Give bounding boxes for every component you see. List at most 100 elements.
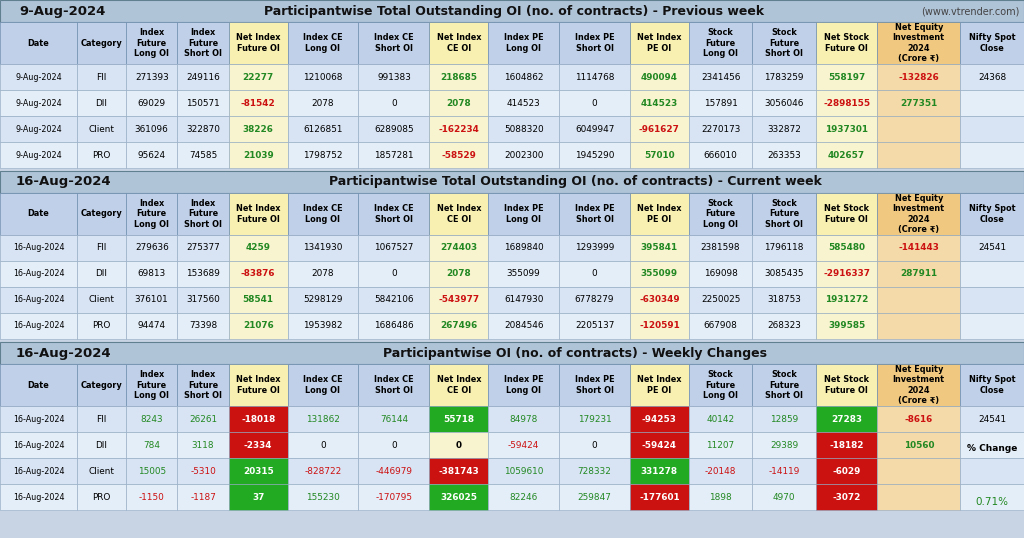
Text: 95624: 95624 <box>137 151 166 159</box>
Bar <box>816 313 878 339</box>
Text: 667908: 667908 <box>703 322 737 330</box>
Text: 728332: 728332 <box>578 466 611 476</box>
Text: Nifty Spot
Close: Nifty Spot Close <box>969 376 1016 395</box>
Text: 9-Aug-2024: 9-Aug-2024 <box>15 73 61 81</box>
Text: 402657: 402657 <box>828 151 865 159</box>
Text: Client: Client <box>88 295 115 305</box>
Bar <box>488 22 559 64</box>
Bar <box>126 142 177 168</box>
Bar <box>0 0 1024 22</box>
Text: 2078: 2078 <box>311 270 334 279</box>
Text: -1150: -1150 <box>139 492 165 501</box>
Bar <box>488 142 559 168</box>
Bar <box>126 287 177 313</box>
Bar <box>878 90 961 116</box>
Bar <box>753 458 816 484</box>
Bar <box>816 116 878 142</box>
Bar <box>878 458 961 484</box>
Text: -6029: -6029 <box>833 466 861 476</box>
Text: Index
Future
Long OI: Index Future Long OI <box>134 370 169 400</box>
Text: 16-Aug-2024: 16-Aug-2024 <box>12 441 65 450</box>
Bar <box>177 22 228 64</box>
Bar <box>488 432 559 458</box>
Bar <box>288 22 358 64</box>
Bar <box>816 235 878 261</box>
Text: 15005: 15005 <box>137 466 166 476</box>
Text: 1210068: 1210068 <box>303 73 343 81</box>
Text: Index CE
Short OI: Index CE Short OI <box>374 376 414 395</box>
Text: (www.vtrender.com): (www.vtrender.com) <box>922 6 1020 16</box>
Text: 131862: 131862 <box>306 414 340 423</box>
Text: 1798752: 1798752 <box>303 151 343 159</box>
Bar <box>878 116 961 142</box>
Text: Index
Future
Short OI: Index Future Short OI <box>184 28 222 58</box>
Bar <box>689 313 753 339</box>
Bar <box>816 432 878 458</box>
Bar <box>228 235 288 261</box>
Text: -83876: -83876 <box>241 270 275 279</box>
Text: Net Index
CE OI: Net Index CE OI <box>436 376 481 395</box>
Bar <box>753 287 816 313</box>
Text: 558197: 558197 <box>828 73 865 81</box>
Text: 5088320: 5088320 <box>504 124 544 133</box>
Text: Stock
Future
Short OI: Stock Future Short OI <box>765 199 803 229</box>
Text: 275377: 275377 <box>186 244 220 252</box>
Bar <box>689 406 753 432</box>
Text: Index CE
Short OI: Index CE Short OI <box>374 33 414 53</box>
Bar <box>630 142 689 168</box>
Bar <box>429 261 488 287</box>
Text: -162234: -162234 <box>438 124 479 133</box>
Bar <box>816 484 878 510</box>
Text: 2002300: 2002300 <box>504 151 544 159</box>
Text: 6289085: 6289085 <box>374 124 414 133</box>
Text: 74585: 74585 <box>189 151 217 159</box>
Text: 9-Aug-2024: 9-Aug-2024 <box>15 98 61 108</box>
Bar <box>358 22 429 64</box>
Text: 322870: 322870 <box>186 124 220 133</box>
Bar <box>126 116 177 142</box>
Bar <box>126 313 177 339</box>
Bar <box>228 142 288 168</box>
Text: -961627: -961627 <box>639 124 680 133</box>
Bar <box>630 484 689 510</box>
Text: 0: 0 <box>592 441 597 450</box>
Text: Index
Future
Long OI: Index Future Long OI <box>134 199 169 229</box>
Text: -14119: -14119 <box>769 466 800 476</box>
Bar <box>488 193 559 235</box>
Text: 3056046: 3056046 <box>765 98 804 108</box>
Bar <box>429 406 488 432</box>
Bar <box>228 90 288 116</box>
Bar <box>559 432 630 458</box>
Text: 0: 0 <box>321 441 326 450</box>
Text: Index PE
Long OI: Index PE Long OI <box>504 204 544 224</box>
Text: Stock
Future
Long OI: Stock Future Long OI <box>703 199 738 229</box>
Bar <box>559 458 630 484</box>
Text: 0.71%: 0.71% <box>976 497 1009 507</box>
Bar <box>177 313 228 339</box>
Bar <box>429 193 488 235</box>
Text: 585480: 585480 <box>828 244 865 252</box>
Bar <box>816 90 878 116</box>
Bar <box>429 90 488 116</box>
Text: 21076: 21076 <box>243 322 273 330</box>
Bar <box>961 22 1024 64</box>
Text: -59424: -59424 <box>508 441 540 450</box>
Text: 287911: 287911 <box>900 270 937 279</box>
Bar <box>753 364 816 406</box>
Text: -446979: -446979 <box>376 466 413 476</box>
Bar <box>228 406 288 432</box>
Text: 2205137: 2205137 <box>574 322 614 330</box>
Text: Participantwise OI (no. of contracts) - Weekly Changes: Participantwise OI (no. of contracts) - … <box>383 346 767 359</box>
Text: 6049947: 6049947 <box>574 124 614 133</box>
Bar <box>228 287 288 313</box>
Bar <box>77 22 126 64</box>
Text: 27283: 27283 <box>831 414 862 423</box>
Bar <box>630 432 689 458</box>
Text: 16-Aug-2024: 16-Aug-2024 <box>15 346 111 359</box>
Text: Category: Category <box>81 39 122 47</box>
Text: Date: Date <box>28 209 49 218</box>
Bar <box>878 313 961 339</box>
Bar <box>228 432 288 458</box>
Bar <box>488 406 559 432</box>
Text: 9-Aug-2024: 9-Aug-2024 <box>15 151 61 159</box>
